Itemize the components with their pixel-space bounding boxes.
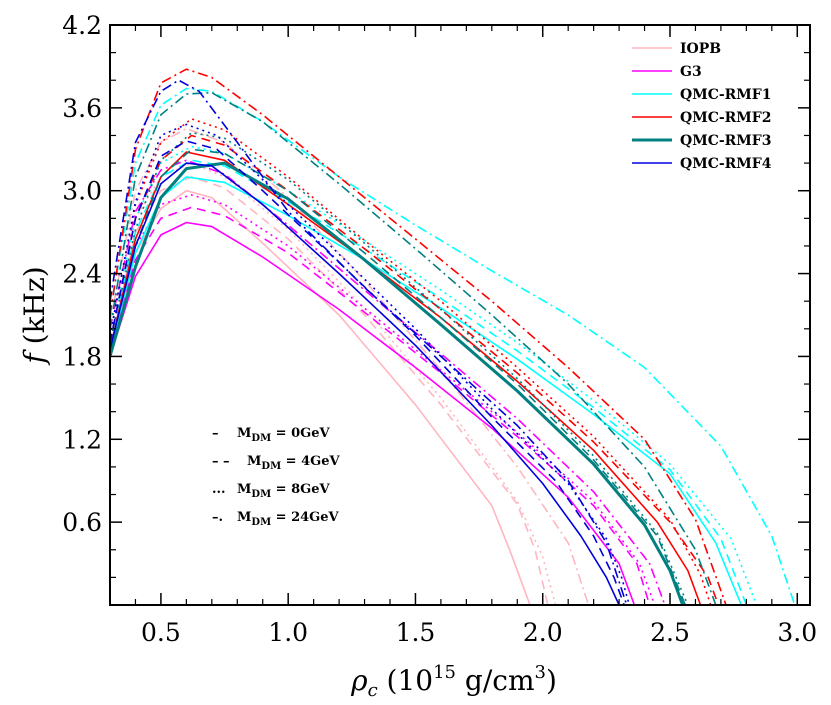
series-line-11 (110, 87, 796, 605)
legend-label: QMC-RMF2 (680, 110, 771, 126)
legend: IOPB G3 QMC-RMF1 QMC-RMF2 QMC-RMF3 QMC-RMF4 (632, 41, 772, 172)
series-line-20 (110, 162, 620, 605)
series-line-23 (110, 79, 628, 605)
y-tick-label: 3.6 (62, 94, 102, 123)
series-line-13 (110, 134, 720, 605)
y-axis-title: f (kHz) (18, 266, 51, 365)
series-line-10 (110, 145, 758, 605)
style-legend-dash: – (212, 426, 219, 441)
style-legend-label: MDM = 4GeV (247, 454, 341, 472)
x-tick-label: 1.0 (268, 618, 308, 647)
x-tick-label: 1.5 (396, 618, 436, 647)
x-tick-label: 3.0 (777, 618, 817, 647)
style-legend-dash: –. (212, 510, 223, 525)
tick-layer (110, 24, 810, 605)
y-tick-label: 2.4 (62, 260, 102, 289)
style-legend-label: MDM = 8GeV (237, 482, 331, 500)
style-legend-dash: – – (212, 454, 230, 469)
y-tick-label: 1.8 (62, 342, 102, 371)
y-tick-label: 0.6 (62, 508, 102, 537)
series-line-6 (110, 194, 656, 605)
series-line-17 (110, 148, 687, 605)
plot-frame (109, 24, 811, 606)
y-tick-label: 3.0 (62, 177, 102, 206)
series-line-5 (110, 206, 651, 605)
series-line-22 (110, 123, 631, 605)
series-line-7 (110, 159, 666, 605)
style-legend-label: MDM = 24GeV (237, 510, 340, 528)
series-layer (110, 68, 796, 605)
series-line-4 (110, 221, 636, 605)
series-line-15 (110, 68, 727, 605)
x-axis-title: ρc (1015 g/cm3) (350, 662, 557, 701)
x-tick-label: 0.5 (141, 618, 181, 647)
legend-label: QMC-RMF1 (680, 87, 771, 103)
y-tick-label: 1.2 (62, 425, 102, 454)
style-legend: – MDM = 0GeV – – MDM = 4GeV... MDM = 8GeV –. M… (212, 426, 341, 528)
x-tick-label: 2.0 (523, 618, 563, 647)
legend-label: G3 (680, 64, 702, 80)
series-line-2 (110, 162, 557, 605)
y-tick-label: 4.2 (62, 11, 102, 40)
tick-label-layer: 0.5 1.0 1.5 2.0 2.5 3.0 0.6 1.2 1.8 2.4 3.0 3.6 4.2 (62, 11, 817, 647)
legend-label: IOPB (680, 41, 721, 57)
x-tick-label: 2.5 (650, 618, 690, 647)
legend-label: QMC-RMF4 (680, 156, 772, 172)
series-line-18 (110, 131, 689, 605)
series-line-19 (110, 91, 717, 605)
style-legend-dash: ... (212, 482, 226, 497)
legend-label: QMC-RMF3 (680, 133, 771, 149)
style-legend-label: MDM = 0GeV (237, 426, 331, 444)
series-line-16 (110, 161, 685, 605)
